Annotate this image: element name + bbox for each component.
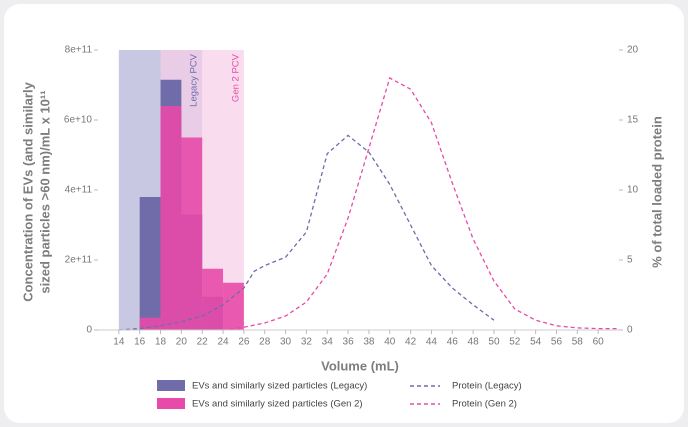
y2-tick-label: 5 (627, 255, 633, 266)
x-tick-label: 14 (113, 337, 125, 348)
y2-axis-title: % of total loaded protein (649, 116, 664, 268)
x-tick-label: 44 (426, 337, 438, 348)
x-tick-label: 28 (259, 337, 271, 348)
legend-swatch (157, 398, 185, 409)
y-tick-label: 6e+10 (64, 115, 93, 126)
x-tick-label: 52 (509, 337, 521, 348)
line (118, 134, 495, 331)
x-tick-label: 46 (447, 337, 459, 348)
region-label: Gen 2 PCV (230, 53, 241, 102)
bar (202, 268, 224, 330)
y2-tick-label: 20 (627, 45, 639, 56)
x-tick-label: 54 (530, 337, 542, 348)
chart: Volume (mL) Concentration of EVs (and si… (20, 45, 664, 410)
y-tick-label: 8e+11 (65, 45, 93, 56)
bar (181, 137, 203, 330)
line (222, 77, 619, 331)
legend-label: EVs and similarly sized particles (Gen 2… (192, 399, 363, 410)
legend-label: EVs and similarly sized particles (Legac… (192, 381, 367, 392)
region-label: Legacy PCV (189, 53, 200, 106)
x-tick-label: 42 (405, 337, 417, 348)
x-tick-label: 58 (572, 337, 584, 348)
legend-swatch (157, 380, 185, 391)
x-axis-title: Volume (mL) (321, 358, 399, 373)
x-tick-label: 20 (176, 337, 188, 348)
x-tick-label: 16 (134, 337, 146, 348)
bar (223, 282, 244, 330)
y2-tick-label: 15 (627, 115, 639, 126)
x-tick-label: 24 (217, 337, 229, 348)
x-tick-label: 26 (238, 337, 250, 348)
x-tick-label: 38 (363, 337, 375, 348)
x-tick-label: 32 (301, 337, 313, 348)
x-tick-label: 18 (155, 337, 167, 348)
card: Volume (mL) Concentration of EVs (and si… (4, 4, 684, 423)
x-tick-label: 56 (551, 337, 563, 348)
y-tick-label: 0 (86, 325, 92, 336)
y-tick-label: 2e+11 (65, 255, 93, 266)
legend-label: Protein (Legacy) (452, 381, 522, 392)
x-tick-label: 36 (343, 337, 355, 348)
legend-label: Protein (Gen 2) (452, 399, 517, 410)
y2-tick-label: 0 (627, 325, 633, 336)
y-axis-title: Concentration of EVs (and similarly (20, 81, 35, 301)
x-tick-label: 34 (322, 337, 334, 348)
x-tick-label: 50 (488, 337, 500, 348)
bar (160, 106, 182, 330)
x-tick-label: 22 (197, 337, 209, 348)
x-tick-label: 48 (468, 337, 480, 348)
bar (139, 197, 161, 330)
x-tick-label: 30 (280, 337, 292, 348)
y-tick-label: 4e+11 (65, 185, 93, 196)
y2-tick-label: 10 (627, 185, 639, 196)
x-tick-label: 40 (384, 337, 396, 348)
y-axis-title: sized particles >60 nm)/mL x 10¹¹ (37, 90, 52, 293)
x-tick-label: 60 (593, 337, 605, 348)
